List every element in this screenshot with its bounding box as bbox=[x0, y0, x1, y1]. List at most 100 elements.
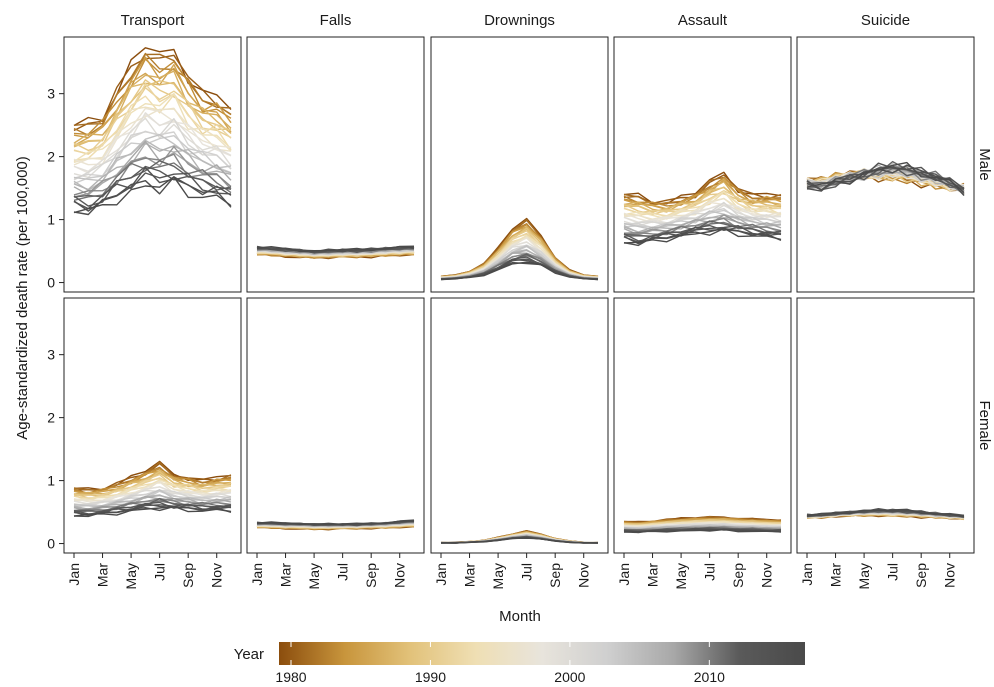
x-tick-label: May bbox=[673, 563, 689, 589]
x-tick-label: Jul bbox=[702, 563, 718, 581]
legend-tick-label: 1990 bbox=[415, 669, 446, 685]
series-line-1994 bbox=[623, 190, 782, 220]
series-line-2016 bbox=[440, 537, 599, 544]
x-tick-label: Mar bbox=[645, 563, 661, 587]
x-tick-label: Sep bbox=[730, 563, 746, 588]
panel-frame bbox=[796, 297, 975, 554]
panel-male-falls bbox=[246, 36, 425, 293]
legend-colorbar bbox=[279, 642, 805, 665]
panel-frame bbox=[246, 36, 425, 293]
x-tick-label: Nov bbox=[392, 563, 408, 588]
legend-tick-label: 2000 bbox=[554, 669, 585, 685]
series-line-1992 bbox=[623, 191, 782, 218]
x-tick-label: Jan bbox=[249, 563, 265, 586]
facet-label-drownings: Drownings bbox=[484, 12, 555, 29]
series-line-2016 bbox=[256, 246, 415, 253]
x-tick-label: Jul bbox=[885, 563, 901, 581]
axes: Transport 0 1 2 3 Falls Drownings Assault Suicid… bbox=[47, 12, 993, 589]
y-tick-label: 2 bbox=[47, 149, 55, 165]
y-tick-label: 3 bbox=[47, 347, 55, 363]
panel-female-drownings bbox=[430, 297, 609, 554]
series-line-1984 bbox=[73, 58, 232, 135]
y-axis-title: Age-standardized death rate (per 100,000… bbox=[14, 156, 31, 440]
x-tick-label: May bbox=[856, 563, 872, 589]
series-line-1996 bbox=[73, 480, 232, 502]
y-tick-label: 0 bbox=[47, 536, 55, 552]
y-tick-label: 3 bbox=[47, 86, 55, 102]
panel-frame bbox=[613, 297, 792, 554]
facet-label-falls: Falls bbox=[320, 12, 352, 29]
panel-female-assault bbox=[613, 297, 792, 554]
series-line-2010 bbox=[806, 167, 965, 195]
legend-title: Year bbox=[234, 646, 264, 663]
panel-male-assault bbox=[613, 36, 792, 293]
series-line-2009 bbox=[73, 153, 232, 196]
x-tick-label: Sep bbox=[363, 563, 379, 588]
y-tick-label: 2 bbox=[47, 410, 55, 426]
series-line-1996 bbox=[73, 108, 232, 166]
panel-female-falls bbox=[246, 297, 425, 554]
x-tick-label: Sep bbox=[913, 563, 929, 588]
legend-tick-label: 2010 bbox=[694, 669, 725, 685]
x-tick-label: Mar bbox=[462, 563, 478, 587]
series-line-2002 bbox=[73, 131, 232, 179]
x-tick-label: Mar bbox=[828, 563, 844, 587]
x-tick-label: Jan bbox=[616, 563, 632, 586]
panel-frame bbox=[430, 36, 609, 293]
x-tick-label: Jul bbox=[519, 563, 535, 581]
series-line-2016 bbox=[73, 505, 232, 517]
x-tick-label: Jan bbox=[799, 563, 815, 586]
series-line-2000 bbox=[73, 117, 232, 179]
panel-female-suicide bbox=[796, 297, 975, 554]
x-tick-label: Mar bbox=[278, 563, 294, 587]
x-axis-title: Month bbox=[499, 608, 541, 625]
series-line-1987 bbox=[73, 469, 232, 495]
x-tick-label: Jul bbox=[152, 563, 168, 581]
x-tick-label: Sep bbox=[180, 563, 196, 588]
series-line-2016 bbox=[623, 227, 782, 244]
series-line-2016 bbox=[623, 528, 782, 533]
facet-label-assault: Assault bbox=[678, 12, 728, 29]
series-line-2008 bbox=[73, 146, 232, 198]
series-line-1987 bbox=[623, 181, 782, 213]
panel-frame bbox=[613, 36, 792, 293]
x-tick-label: Mar bbox=[95, 563, 111, 587]
x-tick-label: Jan bbox=[66, 563, 82, 586]
series-line-1997 bbox=[73, 107, 232, 166]
x-tick-label: Nov bbox=[209, 563, 225, 588]
panel-frame bbox=[63, 36, 242, 293]
series-line-2012 bbox=[806, 165, 965, 191]
x-tick-label: May bbox=[306, 563, 322, 589]
x-tick-label: Jan bbox=[433, 563, 449, 586]
series-line-2016 bbox=[256, 519, 415, 525]
panel-female-transport bbox=[63, 297, 242, 554]
facet-label-male: Male bbox=[976, 148, 993, 181]
y-tick-label: 1 bbox=[47, 473, 55, 489]
series-line-1987 bbox=[73, 70, 232, 144]
x-tick-label: Nov bbox=[576, 563, 592, 588]
series-line-2014 bbox=[806, 162, 965, 191]
series-line-2015 bbox=[623, 227, 782, 247]
series-line-1983 bbox=[73, 52, 232, 136]
series-line-2009 bbox=[623, 217, 782, 236]
panel-male-drownings bbox=[430, 36, 609, 293]
panel-frame bbox=[796, 36, 975, 293]
panel-frame bbox=[430, 297, 609, 554]
year-legend: Year 1980 1990 2000 2010 bbox=[234, 642, 805, 685]
panel-frame bbox=[63, 297, 242, 554]
y-tick-label: 0 bbox=[47, 275, 55, 291]
series-line-2003 bbox=[73, 135, 232, 185]
x-tick-label: Jul bbox=[335, 563, 351, 581]
panel-frame bbox=[246, 297, 425, 554]
series-line-1992 bbox=[73, 83, 232, 155]
series-line-1980 bbox=[73, 47, 232, 127]
x-tick-label: May bbox=[123, 563, 139, 589]
legend-tick-label: 1980 bbox=[275, 669, 306, 685]
series-line-2016 bbox=[806, 161, 965, 194]
x-tick-label: Sep bbox=[547, 563, 563, 588]
series-line-1996 bbox=[623, 197, 782, 220]
panel-grid bbox=[63, 36, 975, 554]
series-line-2016 bbox=[73, 176, 232, 214]
facet-label-female: Female bbox=[976, 400, 993, 450]
